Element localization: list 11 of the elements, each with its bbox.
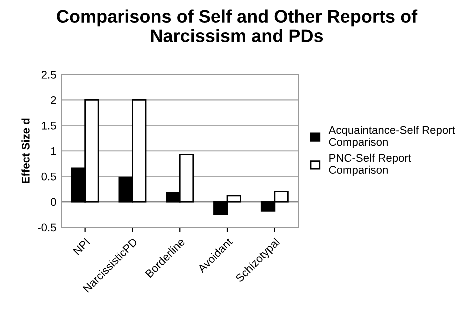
- y-tick-label: 2.5: [42, 71, 56, 79]
- chart-title: Comparisons of Self and Other Reports of Narcissism and PDs: [57, 10, 418, 42]
- y-axis-title: Effect Size d: [22, 118, 30, 184]
- legend-label: PNC-Self Report Comparison: [329, 154, 412, 176]
- y-tick-label: 0.5: [42, 172, 56, 181]
- y-tick-label: 0: [51, 198, 56, 206]
- legend-label: Acquaintance-Self Report Comparison: [328, 126, 456, 148]
- y-tick-label: 1.5: [42, 122, 56, 130]
- y-tick-label: 1: [51, 148, 56, 156]
- y-tick-label: 2: [51, 96, 56, 104]
- y-tick-label: -0.5: [38, 224, 56, 232]
